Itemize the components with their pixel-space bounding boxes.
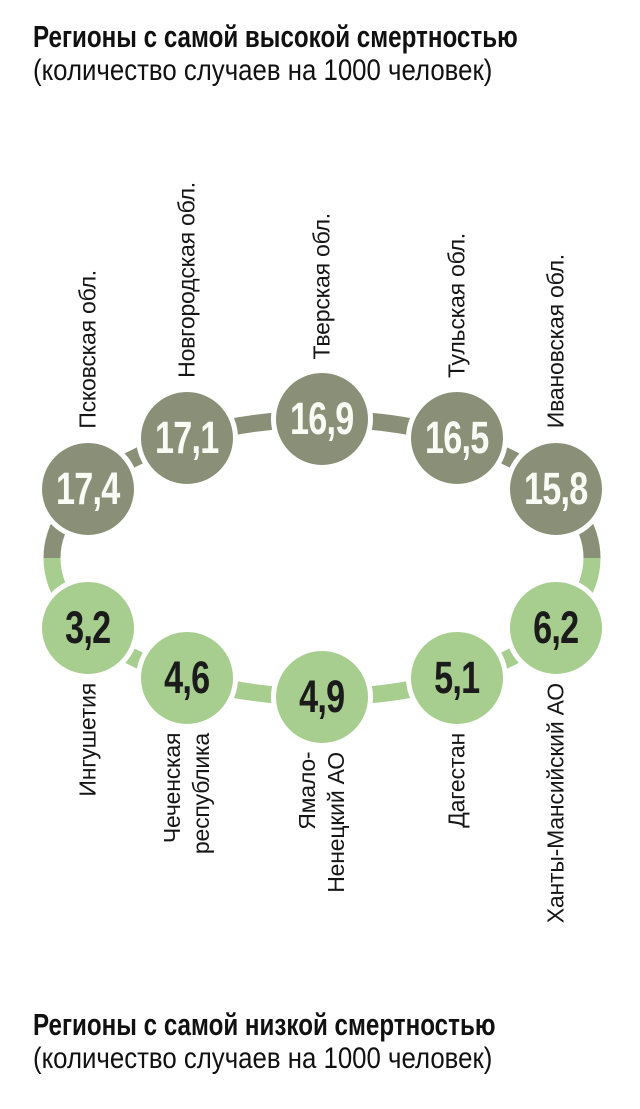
high-mortality-title: Регионы с самой высокой смертностью: [33, 19, 518, 54]
region-value: 17,4: [56, 462, 120, 514]
region-circle-high: 17,1: [136, 386, 238, 489]
region-label: Ингушетия: [74, 682, 101, 797]
region-circle-low: 6,2: [504, 576, 607, 679]
region-label: Чеченская республика: [159, 733, 214, 855]
region-value: 5,1: [434, 652, 480, 704]
region-circle-low: 5,1: [406, 627, 508, 730]
region-circle-low: 3,2: [37, 576, 140, 679]
region-circle-high: 16,9: [271, 368, 373, 470]
region-value: 4,9: [299, 671, 345, 722]
region-circle-low: 4,6: [136, 627, 238, 730]
region-value: 6,2: [533, 601, 579, 653]
region-value: 4,6: [164, 652, 210, 704]
region-circle-high: 15,8: [504, 437, 607, 540]
region-circle-low: 4,9: [271, 646, 373, 748]
region-label: Тверская обл.: [308, 212, 335, 359]
region-label: Ивановская обл.: [542, 254, 569, 429]
low-mortality-header: Регионы с самой низкой смертностью (коли…: [33, 1008, 626, 1076]
region-value: 3,2: [65, 601, 112, 653]
region-value: 16,9: [290, 393, 354, 444]
high-mortality-subtitle: (количество случаев на 1000 человек): [33, 54, 493, 87]
high-mortality-header: Регионы с самой высокой смертностью (кол…: [33, 20, 640, 88]
region-label: Новгородская обл.: [173, 181, 200, 378]
region-label: Ханты-Мансийский АО: [542, 682, 569, 923]
region-label: Дагестан: [443, 733, 470, 829]
region-circle-high: 17,4: [37, 437, 140, 540]
low-mortality-title: Регионы с самой низкой смертностью: [33, 1007, 496, 1042]
region-circle-high: 16,5: [406, 386, 508, 489]
region-value: 15,8: [524, 462, 588, 514]
region-label: Тульская обл.: [443, 232, 470, 378]
low-mortality-subtitle: (количество случаев на 1000 человек): [33, 1042, 493, 1075]
region-label: Псковская обл.: [74, 269, 101, 429]
region-value: 16,5: [425, 411, 489, 463]
region-label: Ямало- Ненецкий АО: [294, 752, 349, 893]
region-value: 17,1: [155, 411, 219, 463]
